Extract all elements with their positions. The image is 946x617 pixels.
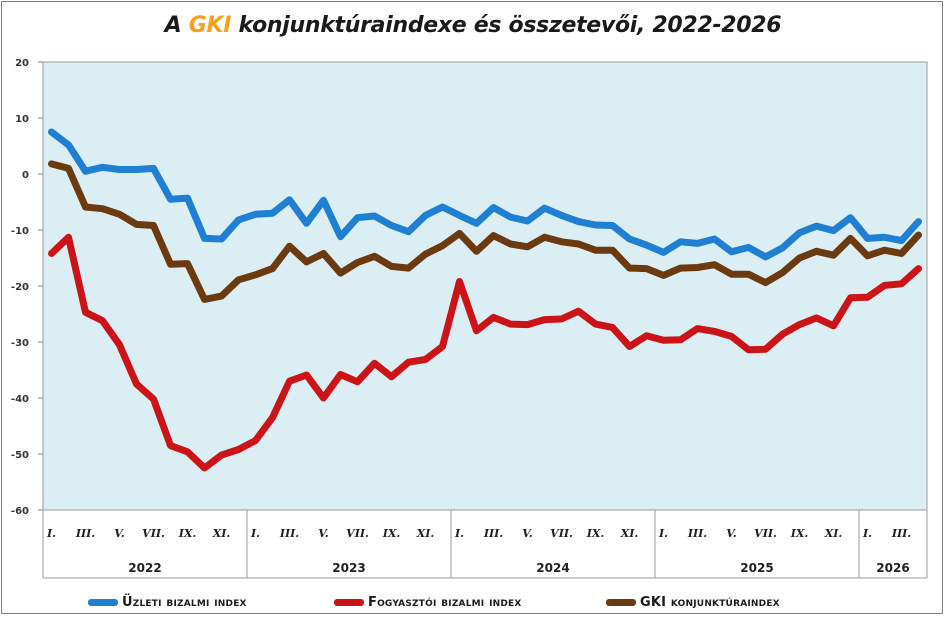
legend-item-fogyasztoi: Fogyasztói bizalmi index — [334, 590, 522, 614]
x-tick-label: IX. — [382, 527, 401, 540]
x-tick-label: XI. — [212, 527, 231, 540]
fogyasztoi-bizalmi-line — [48, 233, 922, 472]
uzleti-bizalmi-line — [48, 128, 922, 261]
chart-title: A GKI konjunktúraindexe és összetevői, 2… — [0, 13, 946, 38]
x-tick-label: XI. — [620, 527, 639, 540]
title-suffix: konjunktúraindexe és összetevői, 2022-20… — [231, 13, 782, 38]
legend-swatch-gki — [606, 598, 636, 606]
y-tick-label: -50 — [11, 450, 29, 461]
year-label: 2022 — [128, 561, 161, 575]
gki-konjunktura-line — [48, 160, 922, 303]
y-tick-label: -20 — [11, 282, 29, 293]
y-tick-label: -60 — [11, 506, 29, 517]
x-tick-label: IX. — [586, 527, 605, 540]
x-tick-label: V. — [726, 527, 737, 540]
year-label: 2026 — [876, 561, 909, 575]
legend-swatch-fogyasztoi — [334, 598, 364, 606]
y-tick-label: 20 — [15, 58, 29, 69]
y-tick-label: 10 — [15, 114, 29, 125]
x-tick-label: V. — [318, 527, 329, 540]
x-tick-label: I. — [454, 527, 464, 540]
legend: Üzleti bizalmi index Fogyasztói bizalmi … — [0, 590, 946, 614]
title-prefix: A — [164, 13, 189, 38]
y-tick-label: -30 — [11, 338, 29, 349]
x-tick-label: IX. — [178, 527, 197, 540]
x-tick-label: IX. — [790, 527, 809, 540]
x-tick-label: VII. — [754, 527, 777, 540]
x-tick-label: III. — [891, 527, 911, 540]
x-tick-label: III. — [75, 527, 95, 540]
year-label: 2025 — [740, 561, 773, 575]
legend-label-gki: GKI konjunktúraindex — [640, 594, 780, 610]
legend-item-uzleti: Üzleti bizalmi index — [88, 590, 247, 614]
x-tick-label: I. — [862, 527, 872, 540]
year-label: 2023 — [332, 561, 365, 575]
x-tick-label: XI. — [824, 527, 843, 540]
x-tick-label: XI. — [416, 527, 435, 540]
x-tick-label: VII. — [346, 527, 369, 540]
y-tick-label: -40 — [11, 394, 29, 405]
x-tick-label: V. — [522, 527, 533, 540]
x-tick-label: I. — [46, 527, 56, 540]
legend-swatch-uzleti — [88, 598, 118, 606]
x-tick-label: VII. — [142, 527, 165, 540]
line-chart: 20 10 0 -10 -20 -30 -40 -50 -60 I. III. V. VII. IX. XI… — [11, 58, 928, 579]
year-label: 2024 — [536, 561, 569, 575]
x-tick-label: VII. — [550, 527, 573, 540]
legend-label-uzleti: Üzleti bizalmi index — [122, 594, 247, 610]
plot-area — [42, 61, 928, 511]
x-tick-label: III. — [279, 527, 299, 540]
y-tick-label: -10 — [11, 226, 29, 237]
x-tick-label: III. — [687, 527, 707, 540]
y-tick-label: 0 — [22, 170, 29, 181]
title-accent: GKI — [188, 13, 232, 38]
legend-item-gki: GKI konjunktúraindex — [606, 590, 780, 614]
x-tick-label: I. — [658, 527, 668, 540]
legend-label-fogyasztoi: Fogyasztói bizalmi index — [368, 594, 522, 610]
x-tick-label: I. — [250, 527, 260, 540]
x-tick-label: III. — [483, 527, 503, 540]
x-tick-label: V. — [114, 527, 125, 540]
